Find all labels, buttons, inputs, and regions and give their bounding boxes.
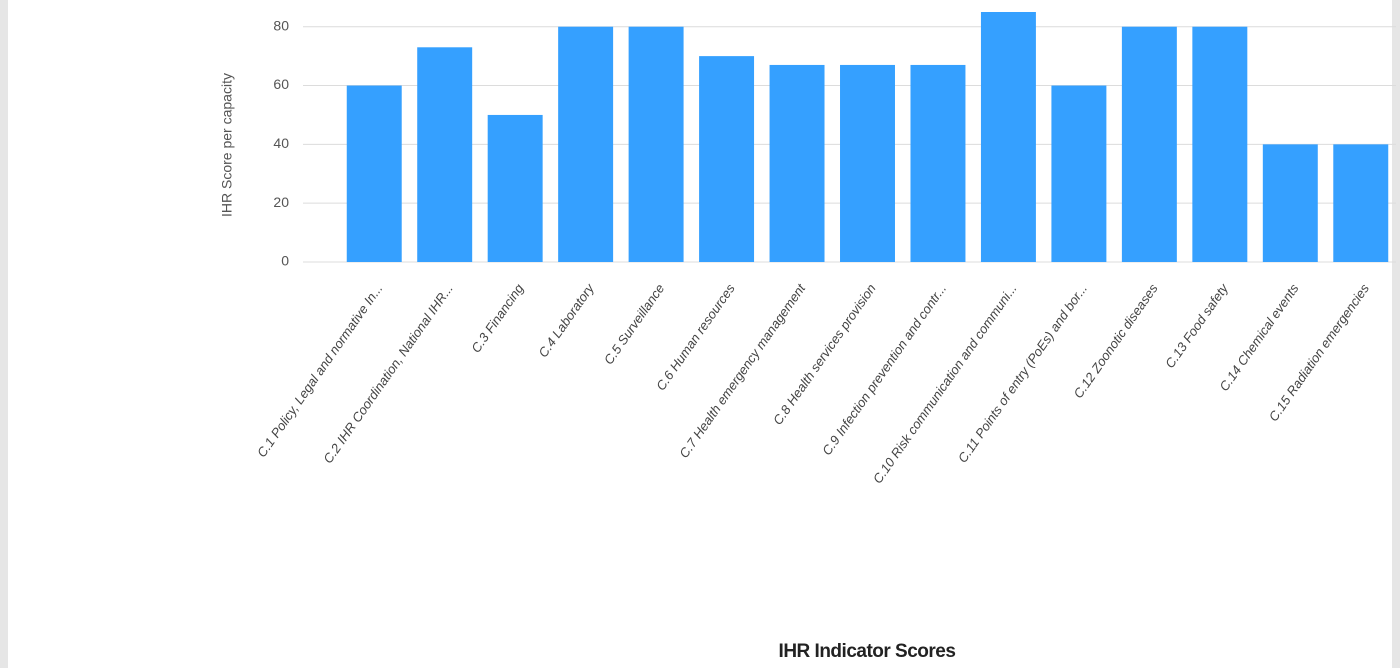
y-tick-label: 60: [273, 76, 289, 92]
y-tick-label: 20: [273, 194, 289, 210]
bar: [769, 64, 825, 262]
bar: [1121, 26, 1177, 262]
y-tick-label: 40: [273, 135, 289, 151]
bar: [628, 26, 684, 262]
bar: [1051, 85, 1107, 262]
bar: [487, 114, 543, 262]
bar: [840, 64, 895, 262]
chart-title: IHR Indicator Scores: [779, 641, 956, 662]
y-axis-label: IHR Score per capacity: [219, 73, 235, 217]
bar: [1333, 144, 1389, 262]
y-tick-label: 80: [273, 17, 289, 33]
bar: [699, 56, 755, 262]
bar: [1262, 144, 1318, 262]
bar: [1192, 26, 1248, 262]
bar: [558, 26, 614, 262]
bar: [910, 64, 966, 262]
bar: [980, 12, 1036, 262]
bar: [417, 47, 473, 263]
y-tick-label: 0: [281, 253, 289, 269]
bar: [346, 85, 402, 262]
